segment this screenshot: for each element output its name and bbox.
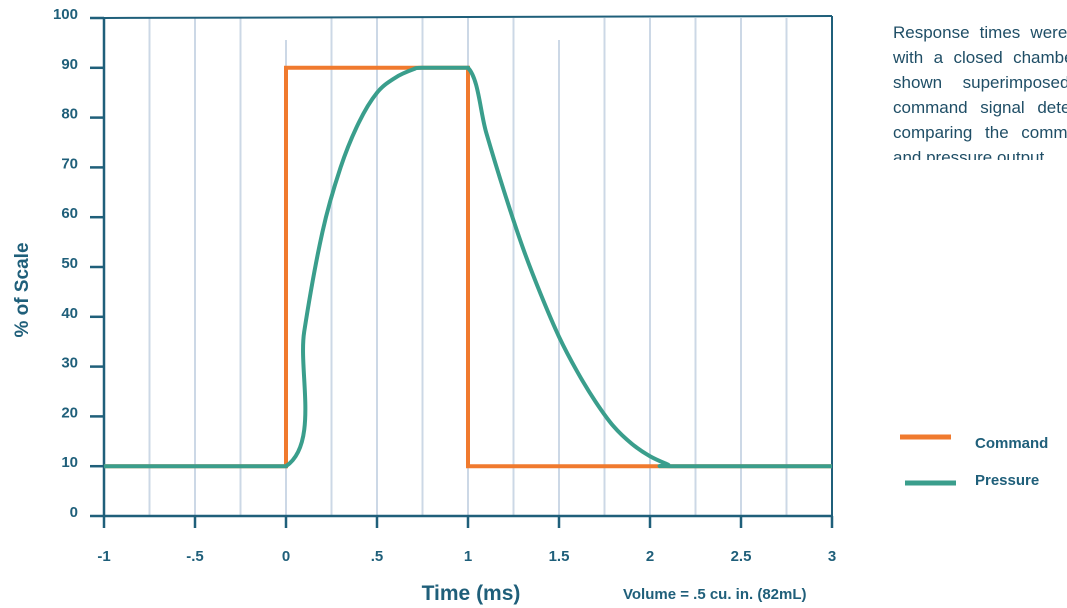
y-tick-label: 80 bbox=[61, 106, 78, 123]
y-tick-label: 100 bbox=[53, 6, 78, 23]
x-axis-ticks: -1 -.5 0 .5 1 1.5 2 2.5 3 bbox=[97, 516, 836, 565]
x-tick-label: 2 bbox=[646, 548, 654, 565]
x-tick-label: 0 bbox=[282, 548, 290, 565]
grid-lines bbox=[148, 18, 788, 516]
x-tick-label: .5 bbox=[371, 548, 384, 565]
legend-label-command: Command bbox=[975, 435, 1048, 452]
series-line-pressure bbox=[104, 65, 832, 469]
x-tick-label: 3 bbox=[828, 548, 836, 565]
y-tick-label: 60 bbox=[61, 205, 78, 222]
y-tick-label: 10 bbox=[61, 454, 78, 471]
series-line-command bbox=[104, 65, 832, 469]
legend: Command Pressure bbox=[900, 434, 1048, 489]
x-tick-label: 1 bbox=[464, 548, 472, 565]
x-tick-label: -1 bbox=[97, 548, 110, 565]
data-series bbox=[104, 65, 832, 469]
description-panel: Response times were measured with a clos… bbox=[893, 20, 1067, 160]
x-tick-label: 1.5 bbox=[549, 548, 570, 565]
y-tick-label: 20 bbox=[61, 404, 78, 421]
y-tick-label: 40 bbox=[61, 305, 78, 322]
x-axis-title: Time (ms) bbox=[422, 582, 521, 605]
description-text: Response times were measured with a clos… bbox=[893, 23, 1067, 160]
y-tick-label: 70 bbox=[61, 155, 78, 172]
x-tick-label: 2.5 bbox=[731, 548, 752, 565]
y-tick-label: 50 bbox=[61, 255, 78, 272]
y-tick-label: 0 bbox=[70, 504, 78, 521]
volume-note: Volume = .5 cu. in. (82mL) bbox=[623, 586, 807, 603]
x-tick-label: -.5 bbox=[186, 548, 204, 565]
top-frame-line bbox=[103, 15, 833, 19]
y-axis-ticks: 0 10 20 30 40 50 60 70 80 90 100 bbox=[53, 6, 104, 521]
legend-label-pressure: Pressure bbox=[975, 472, 1039, 489]
y-tick-label: 90 bbox=[61, 56, 78, 73]
y-axis-title: % of Scale bbox=[12, 242, 33, 337]
y-tick-label: 30 bbox=[61, 355, 78, 372]
